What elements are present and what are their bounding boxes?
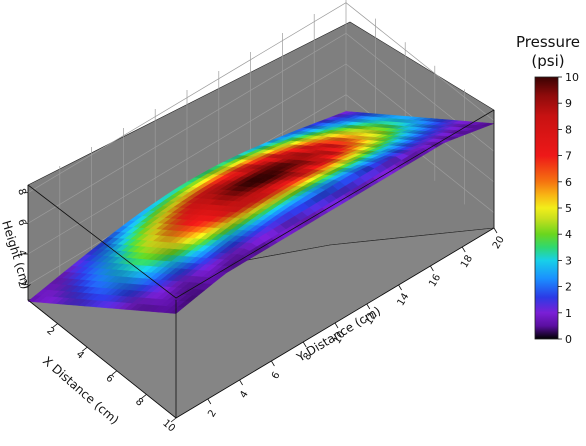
colorbar-tick-label: 0 xyxy=(565,333,572,346)
x-tick xyxy=(52,323,58,328)
colorbar-tick-label: 6 xyxy=(565,176,572,189)
colorbar-tick-label: 10 xyxy=(565,71,579,84)
z-tick-label: 2 xyxy=(15,279,27,288)
x-tick xyxy=(111,370,118,376)
x-tick-label: 4 xyxy=(74,349,86,361)
x-tick-label: 6 xyxy=(103,373,115,385)
z-tick-label: 4 xyxy=(15,249,27,258)
y-tick xyxy=(302,341,307,348)
y-tick-label: 18 xyxy=(459,253,475,270)
x-tick xyxy=(170,417,177,423)
grid-line-z xyxy=(27,2,495,193)
colorbar-tick-label: 8 xyxy=(565,123,572,136)
colorbar-ticks: 0 1 2 3 4 5 6 7 8 9 10 xyxy=(558,71,579,346)
x-tick xyxy=(141,394,147,399)
y-tick-label: 16 xyxy=(427,272,443,289)
colorbar: Pressure (psi) 0 1 2 3 4 5 6 7 8 9 10 xyxy=(516,33,580,346)
z-tick-label: 6 xyxy=(15,218,27,227)
y-tick xyxy=(334,322,339,329)
y-tick-label: 8 xyxy=(302,351,315,362)
y-tick-label: 4 xyxy=(238,389,251,400)
axis-ticks xyxy=(24,192,498,423)
y-tick xyxy=(398,284,402,291)
grid-line-z xyxy=(27,32,495,224)
y-tick xyxy=(366,303,371,310)
x-tick xyxy=(81,346,88,352)
y-tick-label: 20 xyxy=(491,234,507,251)
surface-patch xyxy=(169,306,184,314)
y-tick-label: 14 xyxy=(395,291,411,308)
y-tick xyxy=(271,360,275,367)
x-tick-label: 10 xyxy=(160,418,177,435)
y-tick-label: 2 xyxy=(206,408,219,419)
y-tick-label: 6 xyxy=(270,370,283,381)
colorbar-title-line2: (psi) xyxy=(531,52,564,70)
colorbar-tick-label: 1 xyxy=(565,307,572,320)
colorbar-tick-label: 2 xyxy=(565,281,572,294)
z-tick-label: 8 xyxy=(15,187,27,196)
y-tick xyxy=(430,265,434,272)
colorbar-tick-label: 7 xyxy=(565,150,572,163)
y-tick xyxy=(461,246,466,253)
x-tick-label: 8 xyxy=(133,396,145,408)
y-tick xyxy=(493,227,498,234)
colorbar-title-line1: Pressure xyxy=(516,33,580,51)
colorbar-bar xyxy=(534,76,559,340)
x-tick-label: 2 xyxy=(44,325,56,337)
colorbar-tick-label: 5 xyxy=(565,202,572,215)
colorbar-tick-label: 3 xyxy=(565,254,572,267)
pressure-surface xyxy=(27,111,495,314)
y-tick xyxy=(239,379,243,386)
colorbar-tick-label: 4 xyxy=(565,228,572,241)
y-tick xyxy=(207,398,212,405)
colorbar-tick-label: 9 xyxy=(565,97,572,110)
